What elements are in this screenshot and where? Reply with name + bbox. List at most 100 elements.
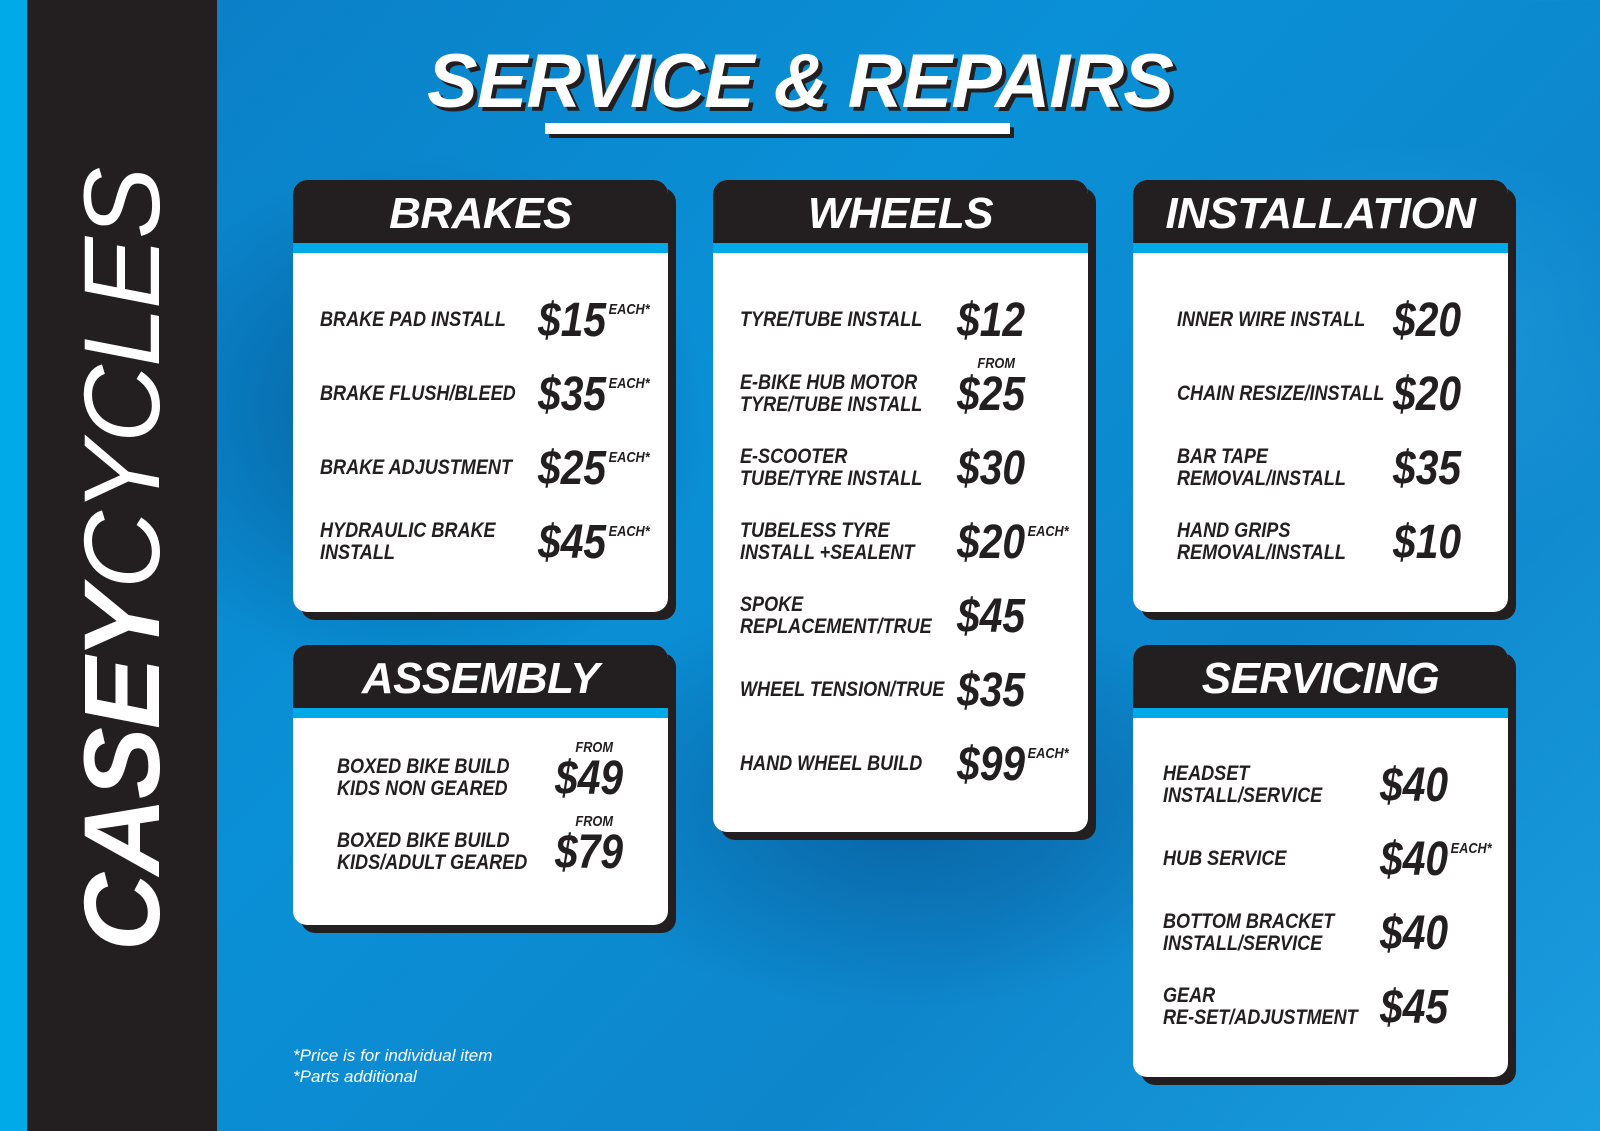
- price-item: WHEEL TENSION/TRUE $35: [713, 653, 1088, 727]
- service-price: $25: [538, 442, 607, 495]
- service-price-block: $40 EACH*: [1380, 832, 1492, 887]
- service-label: BAR TAPE REMOVAL/INSTALL: [1177, 445, 1346, 490]
- service-price-block: $40: [1380, 906, 1448, 961]
- section-title: WHEELS: [713, 180, 1088, 253]
- service-price-block: $99 EACH*: [957, 737, 1069, 792]
- price-list: TYRE/TUBE INSTALL $12 E-BIKE HUB MOTOR T…: [713, 283, 1088, 801]
- service-label: INNER WIRE INSTALL: [1177, 308, 1366, 331]
- price-list: INNER WIRE INSTALL $20 CHAIN RESIZE/INST…: [1133, 283, 1508, 579]
- service-label: HUB SERVICE: [1163, 847, 1287, 870]
- service-price-block: $45: [1380, 980, 1448, 1035]
- card-assembly: ASSEMBLY BOXED BIKE BUILD KIDS NON GEARED…: [293, 645, 668, 925]
- price-item: HEADSET INSTALL/SERVICE $40: [1133, 748, 1508, 822]
- price-item: TUBELESS TYRE INSTALL +SEALENT $20 EACH*: [713, 505, 1088, 579]
- service-price: $35: [1393, 442, 1462, 495]
- price-item: CHAIN RESIZE/INSTALL $20: [1133, 357, 1508, 431]
- service-price: $20: [1393, 294, 1462, 347]
- each-label: EACH*: [608, 523, 650, 540]
- service-label: HAND GRIPS REMOVAL/INSTALL: [1177, 519, 1346, 564]
- service-label: E-SCOOTER TUBE/TYRE INSTALL: [740, 445, 923, 490]
- service-label: GEAR RE-SET/ADJUSTMENT: [1163, 984, 1358, 1029]
- price-item: GEAR RE-SET/ADJUSTMENT $45: [1133, 970, 1508, 1044]
- service-price: $40: [1380, 759, 1449, 812]
- service-label: BRAKE ADJUSTMENT: [320, 456, 512, 479]
- footnote: *Price is for individual item: [293, 1046, 493, 1065]
- from-label: FROM: [977, 355, 1015, 372]
- service-price: $79: [555, 826, 624, 879]
- price-item: BRAKE ADJUSTMENT $25 EACH*: [293, 431, 668, 505]
- service-label: TUBELESS TYRE INSTALL +SEALENT: [740, 519, 915, 564]
- service-price-block: $35: [957, 663, 1025, 718]
- price-list: BRAKE PAD INSTALL $15 EACH* BRAKE FLUSH/B…: [293, 283, 668, 579]
- price-item: BRAKE PAD INSTALL $15 EACH*: [293, 283, 668, 357]
- from-label: FROM: [575, 739, 613, 756]
- service-price: $45: [538, 516, 607, 569]
- each-label: EACH*: [1027, 523, 1069, 540]
- page-title: SERVICE & REPAIRS: [427, 39, 1174, 124]
- brand-band: [27, 0, 217, 1131]
- footnotes: *Price is for individual item *Parts add…: [293, 1045, 492, 1087]
- service-price-block: $20: [1393, 293, 1461, 348]
- service-price: $40: [1380, 833, 1449, 886]
- service-price-block: $45: [957, 589, 1025, 644]
- service-price: $40: [1380, 907, 1449, 960]
- each-label: EACH*: [1027, 745, 1069, 762]
- price-item: E-SCOOTER TUBE/TYRE INSTALL $30: [713, 431, 1088, 505]
- service-price-block: $25 EACH*: [538, 441, 650, 496]
- service-price-block: $35 EACH*: [538, 367, 650, 422]
- section-title: INSTALLATION: [1133, 180, 1508, 253]
- service-price-block: FROM $25: [957, 355, 1026, 422]
- from-label: FROM: [575, 813, 613, 830]
- service-price: $25: [957, 368, 1026, 421]
- service-price: $20: [1393, 368, 1462, 421]
- service-price: $12: [957, 294, 1026, 347]
- service-label: E-BIKE HUB MOTOR TYRE/TUBE INSTALL: [740, 371, 923, 416]
- service-label: HEADSET INSTALL/SERVICE: [1163, 762, 1323, 807]
- price-item: BAR TAPE REMOVAL/INSTALL $35: [1133, 431, 1508, 505]
- service-label: TYRE/TUBE INSTALL: [740, 308, 923, 331]
- service-price: $30: [957, 442, 1026, 495]
- service-price: $10: [1393, 516, 1462, 569]
- section-title: SERVICING: [1133, 645, 1508, 718]
- card-servicing: SERVICING HEADSET INSTALL/SERVICE $40 HUB…: [1133, 645, 1508, 1077]
- service-price: $20: [957, 516, 1026, 569]
- each-label: EACH*: [608, 375, 650, 392]
- service-price-block: $15 EACH*: [538, 293, 650, 348]
- service-price-block: $35: [1393, 441, 1461, 496]
- service-price: $45: [1380, 981, 1449, 1034]
- price-item: SPOKE REPLACEMENT/TRUE $45: [713, 579, 1088, 653]
- price-item: BRAKE FLUSH/BLEED $35 EACH*: [293, 357, 668, 431]
- price-item: BOXED BIKE BUILD KIDS/ADULT GEARED FROM …: [293, 813, 668, 889]
- logo-bold: CASEY: [61, 589, 182, 952]
- service-label: BOTTOM BRACKET INSTALL/SERVICE: [1163, 910, 1335, 955]
- service-price: $49: [555, 752, 624, 805]
- logo-outline: CYCLES: [61, 168, 182, 590]
- section-title: BRAKES: [293, 180, 668, 253]
- price-item: E-BIKE HUB MOTOR TYRE/TUBE INSTALL FROM …: [713, 355, 1088, 431]
- service-price-block: $10: [1393, 515, 1461, 570]
- each-label: EACH*: [1450, 840, 1492, 857]
- service-price-block: $12: [957, 293, 1025, 348]
- service-label: BRAKE FLUSH/BLEED: [320, 382, 516, 405]
- service-label: BOXED BIKE BUILD KIDS/ADULT GEARED: [337, 829, 528, 874]
- each-label: EACH*: [608, 301, 650, 318]
- card-installation: INSTALLATION INNER WIRE INSTALL $20 CHAIN…: [1133, 180, 1508, 612]
- service-price: $45: [957, 590, 1026, 643]
- service-price-block: FROM $49: [555, 739, 624, 806]
- service-label: BRAKE PAD INSTALL: [320, 308, 506, 331]
- card-brakes: BRAKES BRAKE PAD INSTALL $15 EACH* BRAKE F…: [293, 180, 668, 612]
- service-label: HYDRAULIC BRAKE INSTALL: [320, 519, 496, 564]
- service-label: BOXED BIKE BUILD KIDS NON GEARED: [337, 755, 510, 800]
- service-label: HAND WHEEL BUILD: [740, 752, 923, 775]
- each-label: EACH*: [608, 449, 650, 466]
- accent-stripe: [0, 0, 27, 1131]
- price-item: INNER WIRE INSTALL $20: [1133, 283, 1508, 357]
- footnote: *Parts additional: [293, 1067, 417, 1086]
- service-price-block: $40: [1380, 758, 1448, 813]
- price-item: HUB SERVICE $40 EACH*: [1133, 822, 1508, 896]
- service-price-block: $20: [1393, 367, 1461, 422]
- service-price-block: $30: [957, 441, 1025, 496]
- service-label: WHEEL TENSION/TRUE: [740, 678, 945, 701]
- service-price-block: $45 EACH*: [538, 515, 650, 570]
- service-price: $15: [538, 294, 607, 347]
